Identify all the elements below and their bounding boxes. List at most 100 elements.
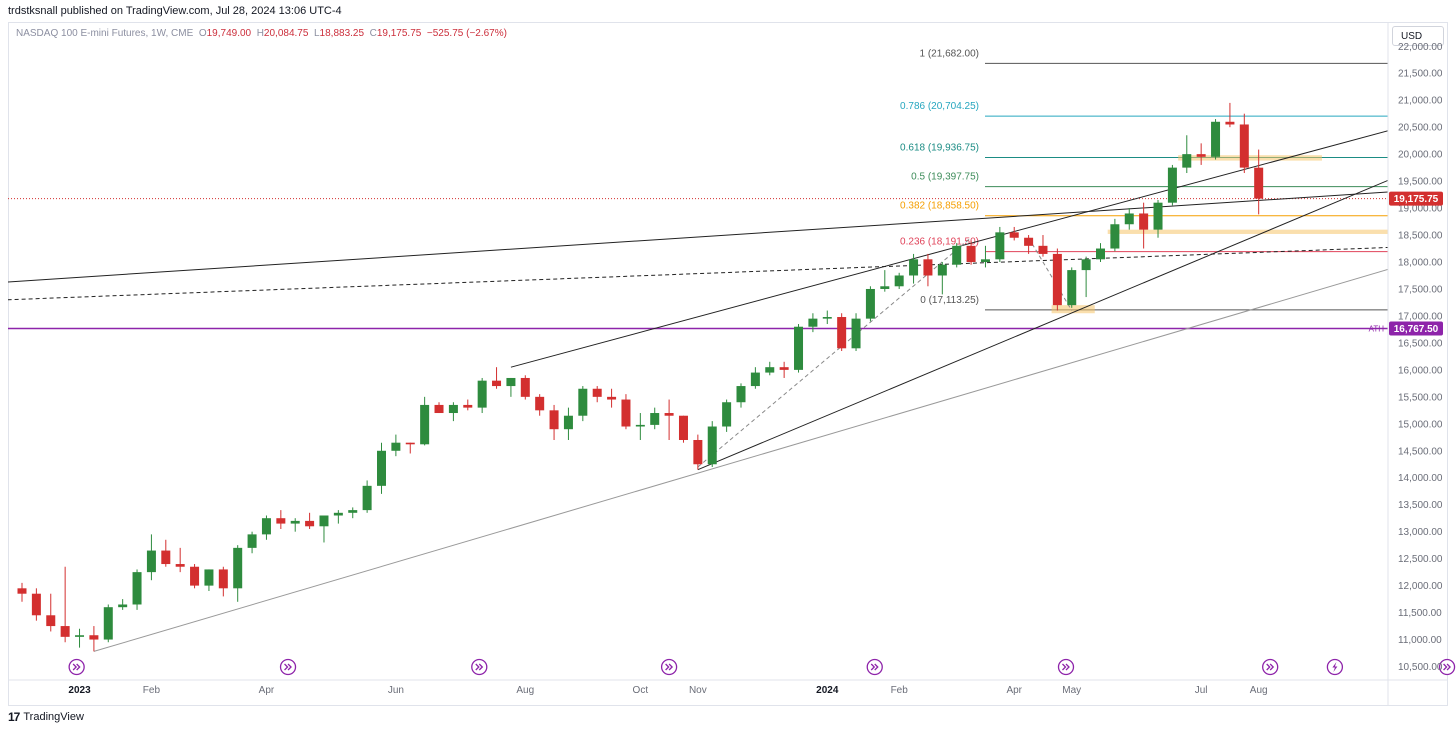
- candle-body: [190, 566, 200, 586]
- candle-body: [1096, 248, 1105, 260]
- candle: [578, 386, 588, 422]
- candle: [851, 313, 861, 351]
- candle-body: [678, 415, 688, 440]
- candle: [405, 442, 415, 454]
- candle: [693, 434, 703, 470]
- candle: [1254, 149, 1264, 215]
- candle-body: [707, 426, 717, 465]
- candle: [492, 367, 502, 389]
- event-arrow-icon: [279, 658, 297, 676]
- candle-body: [1024, 237, 1034, 246]
- last-price-tag-text: 19,175.75: [1394, 194, 1439, 205]
- candle-body: [865, 288, 875, 319]
- y-tick-label: 19,000.00: [1398, 204, 1443, 215]
- candle: [736, 383, 746, 408]
- candle: [1110, 218, 1120, 252]
- candle-body: [794, 326, 804, 370]
- y-tick-label: 12,000.00: [1398, 581, 1443, 592]
- candle: [966, 240, 976, 265]
- candle: [448, 402, 458, 422]
- x-tick-label: Aug: [1250, 685, 1268, 696]
- candle: [290, 518, 300, 532]
- candle-body: [463, 404, 473, 408]
- arrow-glyph: [1443, 663, 1451, 671]
- x-tick-label: Aug: [516, 685, 534, 696]
- candle-body: [492, 380, 502, 387]
- trendline: [8, 246, 1388, 301]
- ohlc-legend: NASDAQ 100 E-mini Futures, 1W, CME O19,7…: [16, 28, 507, 39]
- x-tick-label: Nov: [689, 685, 707, 696]
- candle: [750, 367, 760, 389]
- y-tick-label: 13,500.00: [1398, 500, 1443, 511]
- candle: [952, 243, 962, 268]
- candle: [995, 226, 1005, 263]
- trendline: [697, 237, 972, 468]
- candle-body: [1153, 202, 1163, 230]
- candle: [837, 313, 847, 351]
- candle-body: [578, 388, 588, 416]
- candle: [1009, 226, 1019, 241]
- candle: [477, 377, 487, 414]
- candle-body: [909, 259, 919, 276]
- candle: [247, 531, 257, 554]
- tradingview-footer: 17 TradingView: [8, 710, 84, 724]
- candle-body: [175, 564, 185, 567]
- candle: [1067, 267, 1077, 308]
- candle: [980, 245, 990, 268]
- candle-body: [391, 442, 401, 451]
- fib-level-label: 0 (17,113.25): [920, 295, 979, 306]
- candle-body: [808, 318, 818, 327]
- candle-body: [837, 317, 847, 349]
- candle-body: [1110, 224, 1120, 249]
- arrow-glyph: [870, 663, 879, 671]
- high-value: H20,084.75: [256, 28, 309, 39]
- fib-level-label: 0.382 (18,858.50): [900, 201, 979, 212]
- candle: [463, 399, 473, 411]
- currency-button[interactable]: USD: [1392, 26, 1444, 46]
- candle: [506, 377, 516, 397]
- candle: [650, 407, 660, 430]
- trendline: [8, 191, 1388, 283]
- candle-body: [103, 607, 113, 640]
- y-tick-label: 18,000.00: [1398, 258, 1443, 269]
- candle: [218, 566, 228, 597]
- support-zone: [1107, 229, 1388, 234]
- candle-body: [1139, 213, 1149, 230]
- candle: [233, 545, 243, 602]
- candle-body: [937, 264, 947, 276]
- candle-body: [1182, 154, 1192, 168]
- y-tick-label: 15,000.00: [1398, 419, 1443, 430]
- y-tick-label: 10,500.00: [1398, 662, 1443, 673]
- candle-body: [520, 377, 530, 397]
- candle-body: [822, 317, 832, 319]
- candle: [377, 442, 386, 494]
- fib-level-label: 0.236 (18,191.50): [900, 237, 979, 248]
- candle-body: [650, 413, 660, 425]
- x-tick-label: Jun: [388, 685, 404, 696]
- candle: [563, 407, 573, 440]
- candle: [146, 534, 156, 581]
- candle-body: [1052, 253, 1062, 306]
- candle-body: [17, 588, 27, 594]
- candle-body: [247, 534, 257, 548]
- candle-body: [233, 547, 243, 589]
- candle-body: [563, 415, 573, 430]
- last-price-tag-bg: [1389, 191, 1443, 206]
- candle: [678, 415, 688, 443]
- candle: [1124, 208, 1134, 230]
- candle-body: [880, 286, 890, 289]
- candle: [1211, 119, 1221, 160]
- candle-body: [1081, 259, 1091, 271]
- candle-body: [333, 512, 343, 516]
- y-tick-label: 19,500.00: [1398, 177, 1443, 188]
- x-tick-label: Oct: [633, 685, 649, 696]
- candle-body: [31, 593, 41, 616]
- candle: [434, 402, 444, 414]
- y-tick-label: 21,500.00: [1398, 69, 1443, 80]
- candle: [1196, 143, 1206, 165]
- candle-body: [305, 520, 315, 527]
- candle-body: [607, 396, 617, 400]
- candle: [190, 564, 200, 589]
- candle: [707, 421, 717, 467]
